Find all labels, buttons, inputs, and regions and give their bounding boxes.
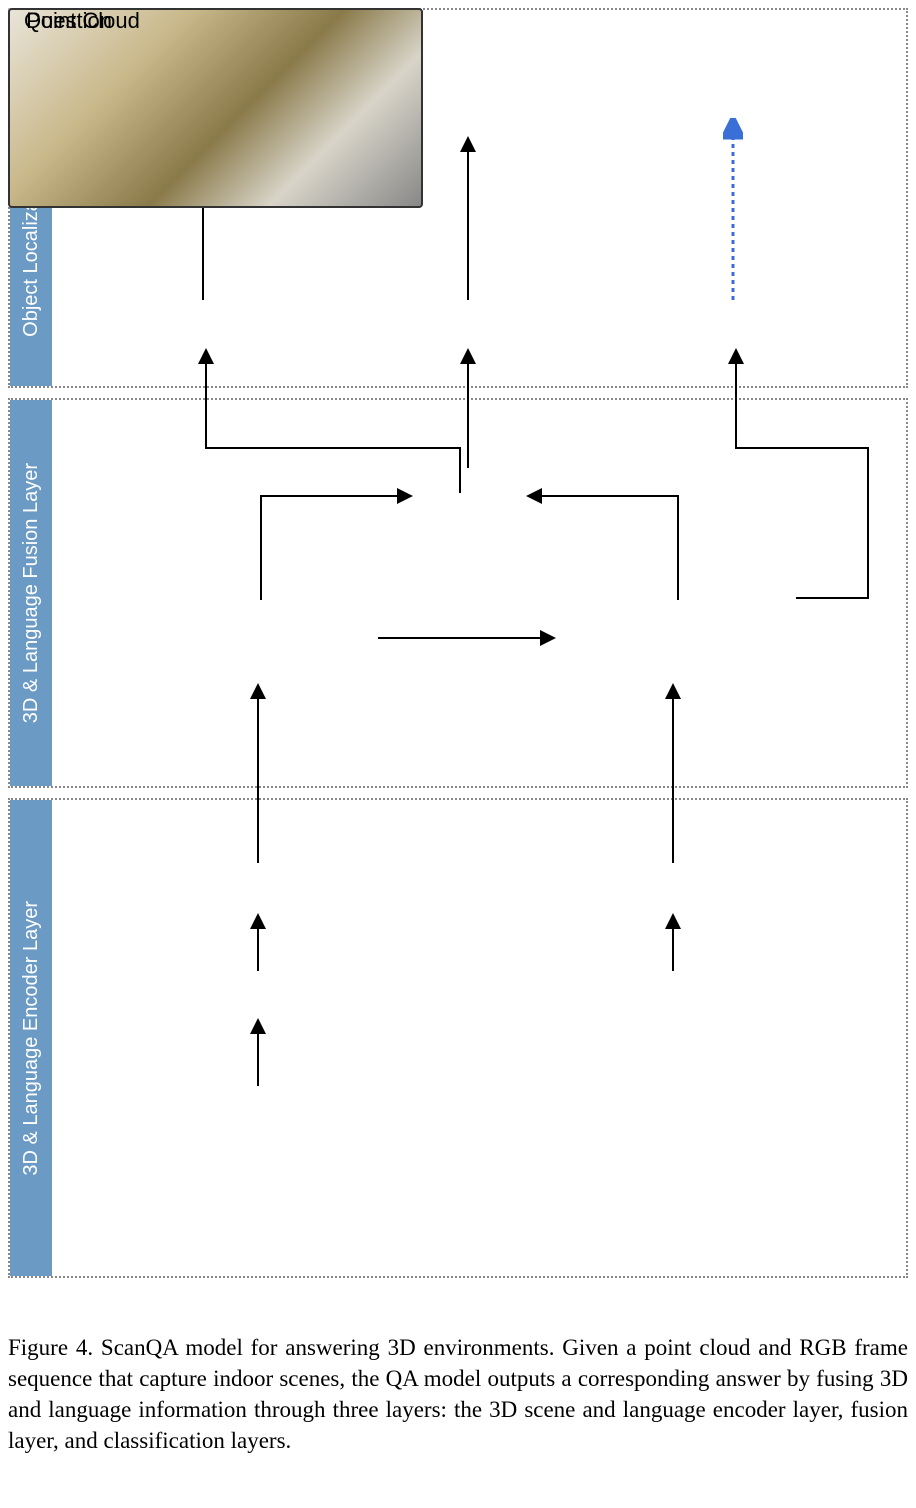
fusion-layer-tab-label: 3D & Language Fusion Layer <box>20 463 43 723</box>
pointcloud-title: Point Cloud <box>8 8 158 34</box>
arrow-votenet-to-decoder <box>663 683 683 863</box>
encoder-layer-panel: 3D & Language Encoder Layer <box>8 798 908 1278</box>
encoder-layer-tab: 3D & Language Encoder Layer <box>10 800 52 1276</box>
arrow-fusion-to-mlp1 <box>198 348 468 498</box>
arrow-enc-to-dec <box>378 628 558 648</box>
arrow-enc-up-to-fusion <box>253 488 413 603</box>
encoder-layer-tab-label: 3D & Language Encoder Layer <box>20 901 43 1176</box>
figure-caption: Figure 4. ScanQA model for answering 3D … <box>8 1332 908 1456</box>
arrow-dec-up-to-fusion <box>526 488 686 603</box>
arrow-bilstm-to-encoder <box>248 683 268 863</box>
arrow-mlp3-to-loc <box>723 118 743 300</box>
fusion-layer-tab: 3D & Language Fusion Layer <box>10 400 52 786</box>
scanqa-architecture-figure: Object Localization & QA Layer Object Cl… <box>8 8 908 1318</box>
arrow-mlp2-to-answer <box>458 136 478 300</box>
arrow-question-to-glove <box>248 1018 268 1086</box>
arrow-pc-to-votenet <box>663 913 683 971</box>
pointcloud-input-thumb <box>8 8 423 208</box>
arrow-dec-to-mlp3 <box>728 348 878 603</box>
arrow-glove-to-bilstm <box>248 913 268 971</box>
